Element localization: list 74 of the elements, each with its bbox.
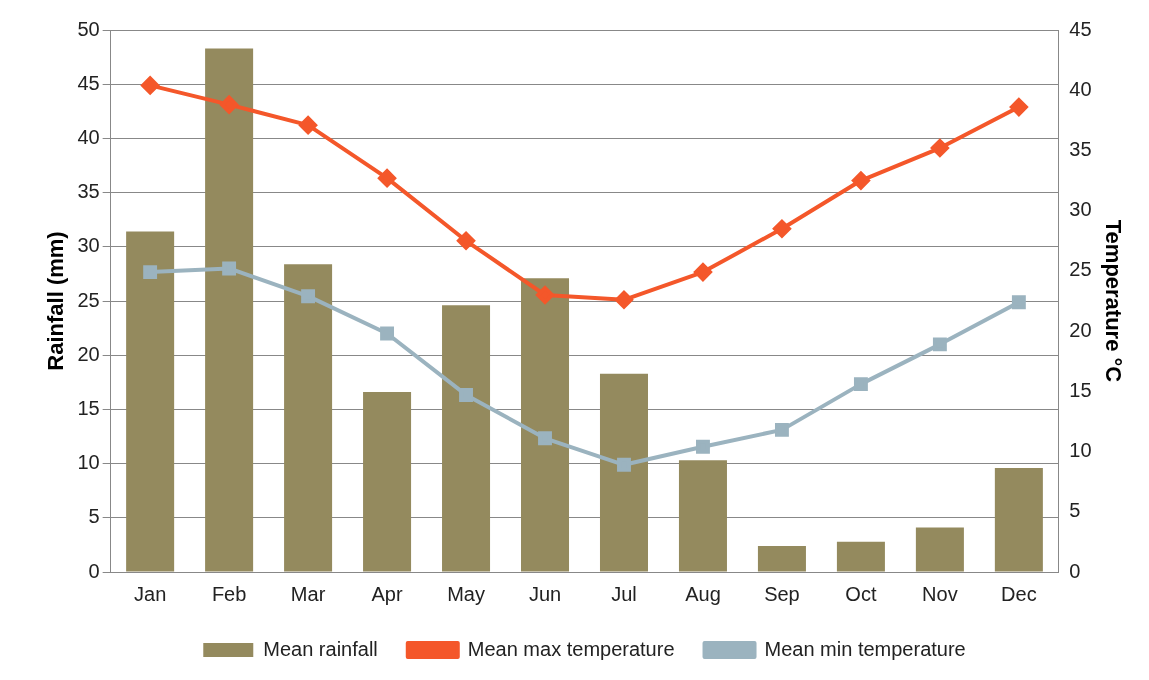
bar — [363, 392, 412, 572]
point — [538, 431, 552, 446]
legend-label: Mean rainfall — [263, 637, 378, 660]
point — [1009, 98, 1028, 117]
bar — [915, 527, 964, 572]
point — [299, 116, 318, 135]
point — [853, 377, 868, 392]
x-tick-label: Dec — [1001, 582, 1037, 605]
y2-tick-label: 30 — [1069, 198, 1092, 221]
x-tick-label: Jul — [611, 582, 637, 605]
point — [772, 219, 791, 238]
x-tick-label: Jan — [134, 582, 167, 605]
bar — [126, 231, 175, 572]
y-tick-label: 50 — [77, 17, 100, 40]
x-tick-label: Oct — [845, 582, 877, 605]
legend-label: Mean min temperature — [764, 637, 966, 660]
y2-axis-title: Temperature °C — [1100, 219, 1126, 383]
point — [141, 76, 160, 95]
bar — [284, 264, 333, 572]
point — [693, 263, 712, 282]
point — [536, 285, 555, 304]
y-tick-label: 5 — [88, 505, 100, 528]
y2-tick-label: 10 — [1069, 439, 1092, 462]
point — [851, 171, 870, 190]
bar — [678, 460, 727, 572]
y-tick-label: 40 — [77, 125, 100, 148]
x-tick-label: Apr — [371, 582, 403, 605]
point — [457, 231, 476, 250]
bar — [205, 48, 254, 572]
y-tick-label: 35 — [77, 180, 100, 203]
legend-label: Mean max temperature — [467, 637, 675, 660]
bar — [836, 541, 885, 572]
bar — [521, 278, 570, 572]
point — [378, 169, 397, 188]
point — [696, 439, 710, 454]
y-tick-label: 15 — [77, 396, 100, 419]
y-tick-label: 45 — [77, 71, 100, 94]
point — [222, 261, 237, 276]
point — [301, 289, 316, 304]
y2-tick-label: 25 — [1069, 258, 1092, 281]
y-tick-label: 20 — [77, 342, 100, 365]
bar — [757, 545, 806, 572]
y-tick-label: 30 — [77, 234, 100, 257]
point — [143, 265, 158, 280]
y-tick-label: 10 — [77, 451, 100, 474]
y-tick-label: 0 — [88, 559, 100, 582]
point — [380, 326, 395, 341]
bar — [994, 467, 1043, 572]
x-tick-label: Feb — [211, 582, 247, 605]
y2-tick-label: 40 — [1069, 77, 1092, 100]
bar — [599, 373, 648, 572]
point — [617, 457, 631, 472]
y2-tick-label: 35 — [1069, 137, 1092, 160]
y-tick-label: 25 — [77, 288, 100, 311]
y2-tick-label: 5 — [1069, 499, 1081, 522]
y2-tick-label: 45 — [1069, 17, 1092, 40]
y2-tick-label: 15 — [1069, 378, 1092, 401]
point — [932, 337, 947, 352]
y-axis-title: Rainfall (mm) — [43, 231, 69, 371]
x-tick-label: Aug — [685, 582, 721, 605]
x-tick-label: Sep — [764, 582, 800, 605]
point — [459, 388, 473, 402]
point — [220, 95, 239, 114]
point — [930, 139, 949, 158]
point — [614, 290, 633, 309]
bar — [442, 305, 491, 572]
point — [1011, 295, 1026, 310]
y2-tick-label: 0 — [1069, 559, 1081, 582]
x-tick-label: Mar — [290, 582, 326, 605]
x-tick-label: Nov — [922, 582, 958, 605]
x-tick-label: Jun — [528, 582, 562, 605]
point — [774, 422, 789, 437]
x-tick-label: May — [447, 582, 485, 605]
y2-tick-label: 20 — [1069, 318, 1092, 341]
